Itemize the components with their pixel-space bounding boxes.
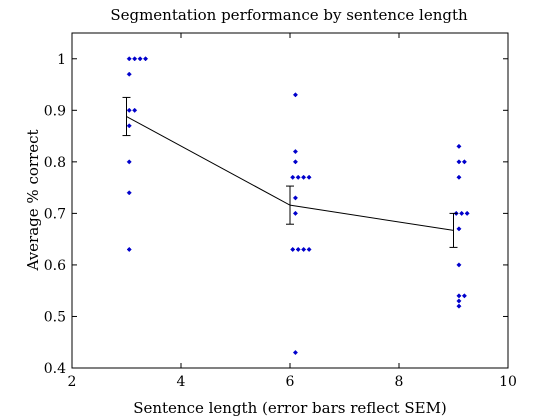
data-point xyxy=(292,159,299,165)
y-axis-label: Average % correct xyxy=(24,129,42,271)
mean-line xyxy=(126,116,454,231)
data-point xyxy=(306,246,312,253)
x-tick-label: 2 xyxy=(68,374,77,390)
data-point xyxy=(306,174,312,180)
data-point xyxy=(292,349,299,356)
data-point xyxy=(461,293,467,299)
data-point xyxy=(290,174,296,180)
x-tick-label: 10 xyxy=(499,374,517,390)
y-tick-label: 0.9 xyxy=(44,103,66,119)
error-bars xyxy=(122,96,458,248)
y-tick-label: 0.8 xyxy=(44,155,66,171)
data-point xyxy=(295,174,301,180)
x-axis-ticks: 2 4 6 8 10 xyxy=(68,33,517,390)
data-point xyxy=(126,107,132,113)
data-point xyxy=(456,262,462,268)
data-point xyxy=(456,143,462,149)
data-point xyxy=(456,298,462,304)
y-tick-label: 0.7 xyxy=(44,206,66,222)
data-point xyxy=(456,174,462,180)
data-point xyxy=(132,107,138,113)
data-point xyxy=(464,210,470,216)
data-point xyxy=(456,226,462,232)
y-tick-label: 0.6 xyxy=(44,258,66,274)
data-point xyxy=(143,56,149,62)
data-point xyxy=(292,210,299,216)
y-tick-label: 1 xyxy=(57,52,66,68)
data-point xyxy=(461,159,467,165)
data-point xyxy=(292,92,299,98)
data-points xyxy=(126,56,470,356)
x-tick-label: 8 xyxy=(395,374,404,390)
data-point xyxy=(292,195,299,201)
data-point xyxy=(459,210,465,216)
data-point xyxy=(456,159,462,165)
y-tick-label: 0.5 xyxy=(44,309,66,325)
data-point xyxy=(295,246,301,253)
x-axis-label: Sentence length (error bars reflect SEM) xyxy=(133,399,447,417)
data-point xyxy=(126,123,132,129)
data-point xyxy=(456,293,462,299)
data-point xyxy=(126,71,132,77)
y-tick-label: 0.4 xyxy=(44,361,66,377)
data-point xyxy=(292,148,299,155)
data-point xyxy=(301,174,307,180)
data-point xyxy=(126,246,132,253)
chart-title: Segmentation performance by sentence len… xyxy=(110,6,468,24)
data-point xyxy=(126,56,132,62)
x-tick-label: 4 xyxy=(177,374,186,390)
data-point xyxy=(137,56,143,62)
data-point xyxy=(126,159,132,165)
data-point xyxy=(132,56,138,62)
y-axis-ticks: 0.4 0.5 0.6 0.7 0.8 0.9 1 xyxy=(44,52,508,377)
data-point xyxy=(290,246,296,253)
data-point xyxy=(456,303,462,309)
x-tick-label: 6 xyxy=(286,374,295,390)
data-point xyxy=(301,246,307,253)
data-point xyxy=(126,190,132,196)
